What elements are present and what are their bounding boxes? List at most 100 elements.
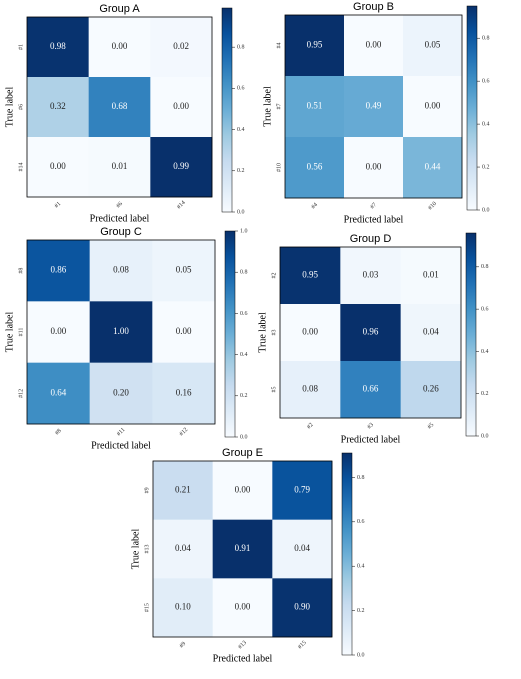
heat-cell	[400, 361, 462, 419]
x-tick-label: #3	[367, 422, 375, 430]
cell-label: 0.51	[307, 101, 323, 111]
colorbar-tick-label: 0.6	[482, 79, 490, 85]
x-tick-label: #9	[179, 641, 187, 649]
colorbar	[341, 452, 353, 656]
plot-frame	[152, 460, 333, 638]
y-tick-label: #7	[276, 104, 282, 110]
y-tick-label: #5	[271, 387, 277, 393]
plot-frame	[26, 16, 213, 198]
y-tick-label: #3	[271, 330, 277, 336]
heat-cell	[344, 137, 404, 199]
heat-cell	[403, 137, 463, 199]
colorbar-tick-label: 0.8	[357, 475, 365, 481]
plot-frame	[279, 246, 462, 419]
cell-label: 0.26	[423, 384, 439, 394]
cell-label: 0.08	[302, 384, 318, 394]
cell-label: 0.00	[50, 326, 66, 336]
cell-label: 0.03	[363, 270, 379, 280]
cell-label: 0.00	[425, 101, 441, 111]
cell-label: 0.01	[112, 161, 128, 171]
heat-cell	[285, 15, 345, 77]
x-tick-label: #8	[54, 428, 62, 436]
x-tick-label: #12	[179, 427, 190, 438]
cell-label: 0.00	[302, 327, 318, 337]
y-tick-label: #13	[144, 545, 150, 554]
x-axis-label: Predicted label	[90, 213, 150, 224]
heat-cell	[27, 137, 89, 198]
cell-label: 0.96	[363, 327, 379, 337]
y-axis-label: True label	[262, 86, 273, 127]
heat-cell	[285, 76, 345, 138]
heat-cell	[340, 247, 401, 305]
heat-cell	[27, 17, 89, 78]
heat-cell	[403, 15, 463, 77]
cell-label: 0.05	[176, 265, 192, 275]
heat-cell	[27, 77, 89, 138]
colorbar-tick-label: 0.6	[481, 307, 489, 313]
colorbar	[466, 5, 478, 211]
cell-label: 0.21	[175, 484, 191, 494]
cell-label: 0.02	[173, 41, 189, 51]
cell-label: 0.99	[173, 161, 189, 171]
cell-label: 0.66	[363, 384, 379, 394]
chart-title: Group A	[99, 3, 140, 15]
heat-cell	[403, 76, 463, 138]
cell-label: 0.20	[113, 387, 129, 397]
heat-cell	[400, 304, 462, 362]
heat-cell	[88, 77, 151, 138]
cell-label: 0.10	[175, 602, 191, 612]
colorbar-tick-label: 0.0	[357, 652, 365, 658]
colorbar-tick-label: 0.2	[482, 164, 490, 170]
colorbar-tick-label: 0.2	[481, 391, 489, 397]
colorbar-tick-label: 0.2	[240, 393, 248, 399]
heat-cell	[89, 362, 153, 425]
cell-label: 0.68	[112, 101, 128, 111]
cell-label: 0.04	[294, 543, 310, 553]
cell-label: 0.79	[294, 484, 310, 494]
colorbar-tick-label: 0.8	[237, 45, 245, 51]
x-tick-label: #13	[237, 640, 248, 651]
colorbar-tick-label: 0.4	[240, 352, 248, 358]
heat-cell	[272, 461, 333, 520]
colorbar-tick-label: 0.4	[481, 349, 489, 355]
cell-label: 0.44	[425, 162, 441, 172]
colorbar-tick-label: 0.6	[357, 519, 365, 525]
cell-label: 0.95	[307, 40, 323, 50]
x-axis-label: Predicted label	[341, 434, 401, 445]
cell-label: 0.16	[176, 387, 192, 397]
plot-frame	[26, 239, 216, 425]
heat-cell	[89, 301, 153, 363]
heat-cell	[280, 304, 341, 362]
y-tick-label: #6	[18, 104, 24, 110]
colorbar-tick-label: 1.0	[240, 228, 248, 234]
heat-cell	[153, 578, 213, 638]
cell-label: 0.08	[113, 265, 129, 275]
heat-cell	[340, 361, 401, 419]
heat-cell	[150, 137, 213, 198]
heat-cell	[152, 240, 216, 302]
x-tick-label: #10	[427, 201, 438, 212]
heat-cell	[152, 301, 216, 363]
colorbar-tick-label: 0.2	[237, 168, 245, 174]
colorbar	[465, 232, 477, 437]
heat-cell	[152, 362, 216, 425]
cell-label: 0.04	[423, 327, 439, 337]
cell-label: 0.00	[112, 41, 128, 51]
x-tick-label: #4	[311, 202, 319, 210]
y-tick-label: #8	[18, 268, 24, 274]
colorbar	[221, 7, 233, 213]
heat-cell	[89, 240, 153, 302]
heat-cell	[88, 137, 151, 198]
cell-label: 0.00	[173, 101, 189, 111]
heat-cell	[344, 76, 404, 138]
heat-cell	[400, 247, 462, 305]
heat-cell	[344, 15, 404, 77]
y-tick-label: #4	[276, 43, 282, 49]
heat-cell	[88, 17, 151, 78]
y-tick-label: #2	[271, 273, 277, 279]
heat-cell	[27, 362, 90, 425]
cell-label: 0.49	[366, 101, 382, 111]
colorbar-tick-label: 0.4	[482, 121, 490, 127]
cell-label: 0.32	[50, 101, 66, 111]
x-axis-label: Predicted label	[344, 214, 404, 225]
